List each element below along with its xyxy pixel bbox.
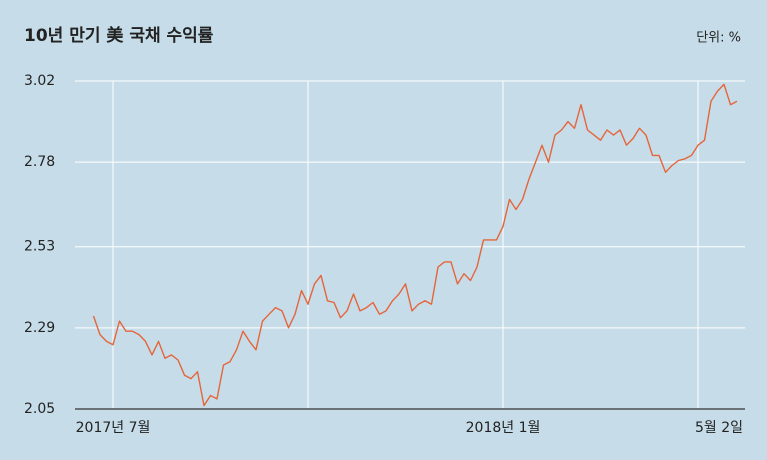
x-tick-label: 5월 2일 xyxy=(695,420,743,436)
data-line xyxy=(92,83,738,407)
chart-title: 10년 만기 美 국채 수익률 xyxy=(24,25,214,46)
y-tick-label: 2.29 xyxy=(24,320,55,336)
y-tick-label: 3.02 xyxy=(24,73,55,89)
unit-label: 단위: % xyxy=(696,31,741,46)
y-tick-label: 2.78 xyxy=(24,154,55,170)
x-tick-label: 2017년 7월 xyxy=(76,420,151,436)
y-tick-label: 2.53 xyxy=(24,239,55,255)
x-tick-label: 2018년 1월 xyxy=(466,420,541,436)
y-tick-label: 2.05 xyxy=(24,401,55,417)
